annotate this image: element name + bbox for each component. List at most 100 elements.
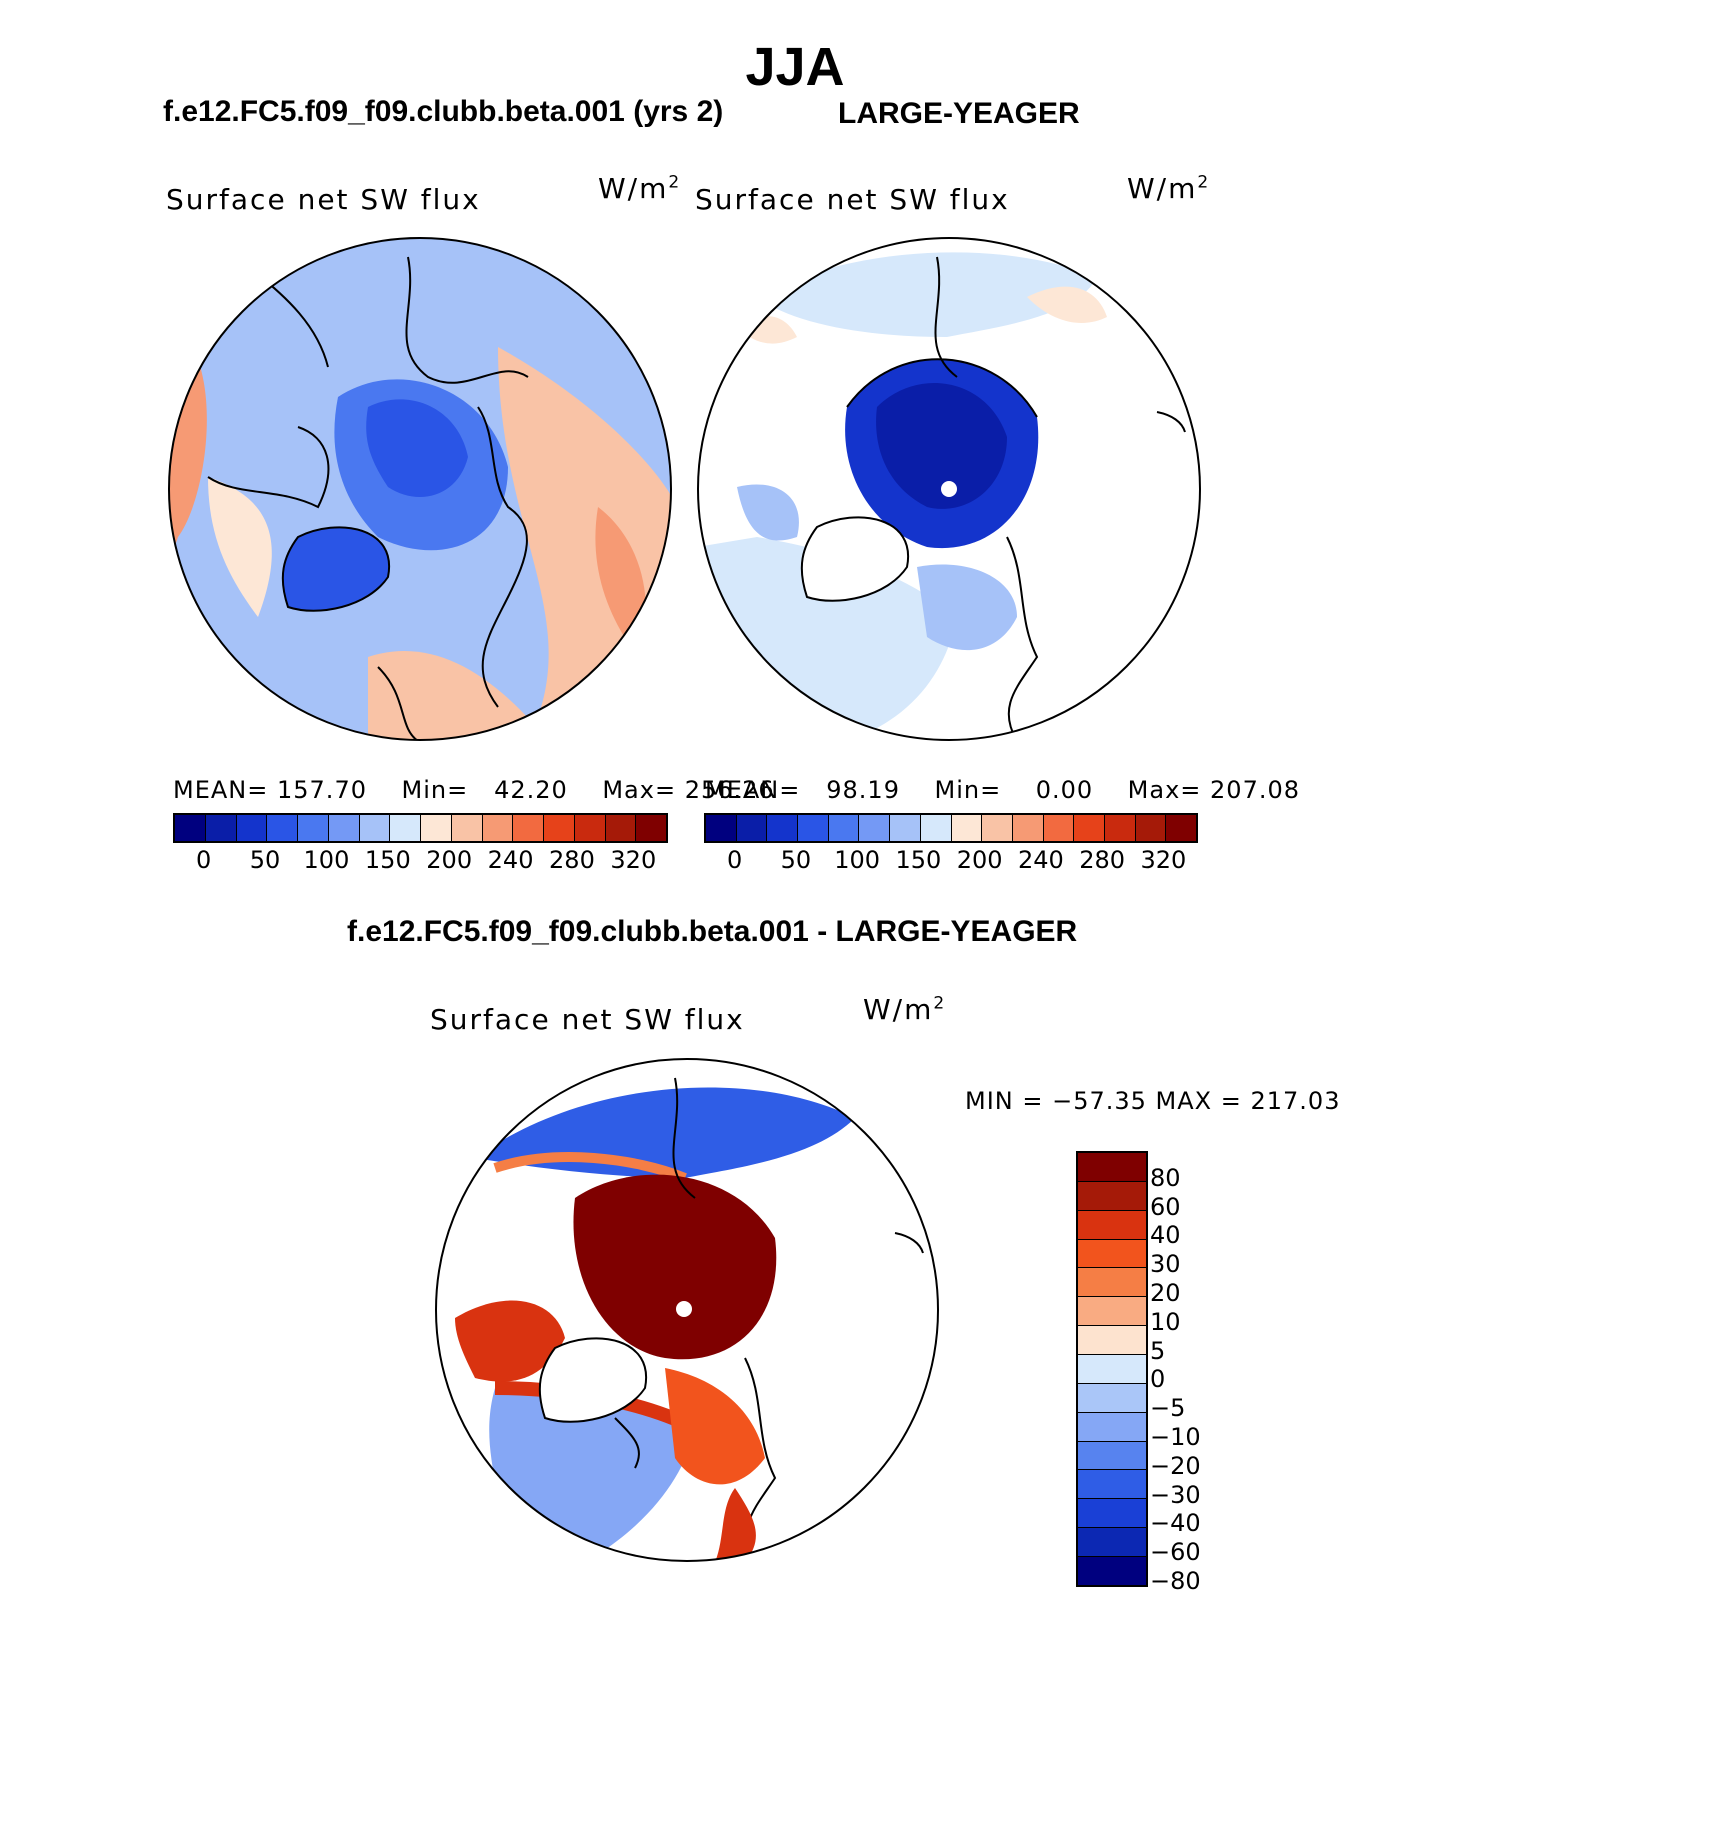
left-colorbar [173, 813, 668, 843]
diff-colorbar [1076, 1151, 1148, 1587]
right-colorbar [704, 813, 1198, 843]
diff-colorbar-label: 20 [1150, 1279, 1181, 1307]
left-colorbar-box-14 [605, 815, 637, 841]
diff-colorbar-box-10 [1078, 1441, 1146, 1471]
left-colorbar-box-3 [267, 815, 298, 841]
left-colorbar-label: 0 [196, 846, 212, 874]
left-map-boundary [168, 237, 672, 741]
right-colorbar-box-3 [798, 815, 829, 841]
left-colorbar-box-10 [482, 815, 514, 841]
main-title: JJA [745, 37, 845, 97]
right-colorbar-box-8 [951, 815, 983, 841]
diff-colorbar-box-11 [1078, 1470, 1146, 1500]
left-map-coastline-5 [377, 666, 419, 740]
right-map-norwegian-sea [917, 564, 1017, 651]
right-colorbar-box-15 [1166, 815, 1196, 841]
left-colorbar-label: 50 [249, 846, 281, 874]
diff-colorbar-label: −30 [1150, 1480, 1201, 1509]
diff-colorbar-box-6 [1078, 1326, 1146, 1356]
right-colorbar-label: 100 [834, 846, 881, 874]
left-colorbar-box-2 [236, 815, 268, 841]
left-colorbar-box-11 [513, 815, 544, 841]
right-map-coastline-4 [1156, 411, 1186, 433]
right-map-arctic-core [876, 383, 1007, 509]
diff-minmax: MIN = −57.35 MAX = 217.03 [965, 1087, 1341, 1115]
left-colorbar-label: 100 [303, 846, 350, 874]
left-map-coastline-4 [207, 426, 330, 509]
diff-colorbar-label: −80 [1150, 1567, 1201, 1595]
left-map-warm-region-east-core [595, 507, 646, 657]
diff-colorbar-box-2 [1078, 1210, 1146, 1240]
diff-colorbar-label: 80 [1150, 1163, 1181, 1192]
diff-colorbar-label: 0 [1150, 1365, 1166, 1394]
diff-colorbar-label: −60 [1150, 1538, 1201, 1567]
diff-colorbar-label: −20 [1150, 1451, 1201, 1480]
left-map-plot [168, 237, 672, 741]
diff-colorbar-label: −40 [1150, 1509, 1201, 1538]
right-map-pole-marker [941, 481, 957, 497]
right-map-hudson-region [737, 484, 799, 541]
left-colorbar-label: 280 [549, 846, 595, 874]
right-units: W/m2 [1127, 172, 1211, 205]
right-colorbar-box-9 [982, 815, 1013, 841]
diff-map-arctic-positive [573, 1174, 777, 1360]
right-colorbar-box-4 [828, 815, 860, 841]
right-stats: MEAN= 98.19 Min= 0.00 Max= 207.08 [705, 776, 1301, 804]
right-colorbar-box-14 [1135, 815, 1167, 841]
left-colorbar-box-9 [451, 815, 483, 841]
right-map-warm-patch-east [1027, 286, 1107, 323]
diff-colorbar-box-12 [1078, 1499, 1146, 1529]
right-map-boundary [697, 237, 1201, 741]
left-map-greenland-outline [281, 526, 391, 612]
left-map-greenland [282, 527, 390, 611]
right-map-coastline-2 [934, 256, 958, 378]
diff-colorbar-label: 30 [1150, 1250, 1181, 1279]
right-colorbar-label: 200 [956, 846, 1003, 874]
diff-map-coastline-4 [894, 1232, 924, 1254]
right-colorbar-box-11 [1043, 815, 1075, 841]
left-stats: MEAN= 157.70 Min= 42.20 Max= 256.26 [173, 776, 775, 804]
left-colorbar-label: 320 [610, 846, 657, 874]
left-colorbar-box-0 [175, 815, 206, 841]
diff-colorbar-box-1 [1078, 1181, 1146, 1211]
left-map-warm-region-south [368, 650, 548, 740]
right-colorbar-box-2 [767, 815, 799, 841]
diff-colorbar-box-7 [1078, 1355, 1146, 1384]
diff-map-pacific-edge [493, 1152, 687, 1183]
diff-map-plot [435, 1058, 939, 1562]
left-colorbar-box-15 [636, 815, 666, 841]
diff-colorbar-label: −10 [1150, 1423, 1201, 1451]
right-colorbar-box-13 [1104, 815, 1136, 841]
left-colorbar-label: 240 [487, 846, 534, 874]
left-colorbar-box-5 [328, 815, 360, 841]
diff-map-boundary [435, 1058, 939, 1562]
right-colorbar-label: 240 [1017, 846, 1064, 874]
left-colorbar-box-8 [421, 815, 452, 841]
diff-colorbar-box-13 [1078, 1528, 1146, 1558]
left-colorbar-label: 200 [426, 846, 473, 874]
diff-map-greenland [538, 1337, 648, 1423]
left-map-coastline-2 [405, 256, 529, 384]
diff-map-norwegian-positive [665, 1368, 765, 1485]
diff-colorbar-box-4 [1078, 1268, 1146, 1298]
diff-colorbar-box-3 [1078, 1239, 1146, 1269]
diff-colorbar-box-14 [1078, 1557, 1146, 1585]
left-colorbar-box-4 [298, 815, 329, 841]
left-units: W/m2 [598, 172, 682, 205]
right-colorbar-box-1 [736, 815, 768, 841]
diff-colorbar-box-0 [1078, 1153, 1146, 1182]
right-colorbar-label: 50 [780, 846, 812, 874]
diff-colorbar-label: 60 [1150, 1192, 1181, 1221]
right-colorbar-label: 150 [895, 846, 942, 874]
right-colorbar-box-12 [1074, 815, 1105, 841]
left-map-coastline-3 [477, 406, 528, 708]
left-map-mild-region [208, 477, 272, 617]
right-map-pacific-ocean [757, 252, 1097, 337]
diff-colorbar-box-8 [1078, 1383, 1146, 1413]
diff-map-coastline-1 [614, 1417, 640, 1469]
left-case-title: f.e12.FC5.f09_f09.clubb.beta.001 (yrs 2) [163, 95, 724, 128]
diff-colorbar-label: 40 [1150, 1221, 1181, 1250]
right-variable-label: Surface net SW flux [695, 183, 1010, 216]
left-colorbar-box-13 [574, 815, 606, 841]
left-map-arctic-core [366, 399, 468, 497]
